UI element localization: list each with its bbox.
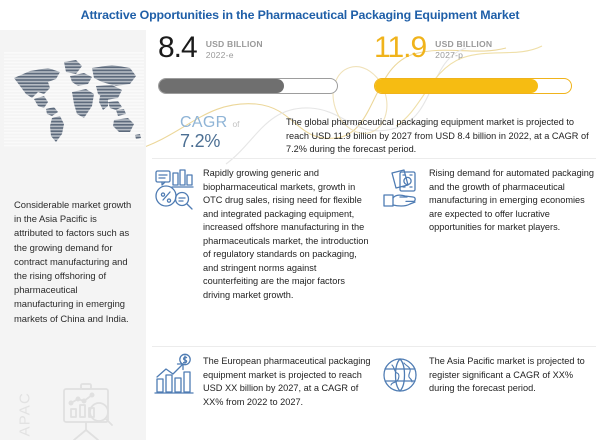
cagr-value: 7.2% (180, 131, 221, 151)
cagr-row: CAGR of 7.2% The global pharmaceutical p… (146, 114, 600, 162)
cagr-of-label: of (232, 119, 240, 129)
stat-unit-label-2022: USD BILLION (205, 39, 263, 49)
card-apac-market-text: The Asia Pacific market is projected to … (429, 356, 585, 393)
apac-region-label: APAC (16, 391, 34, 437)
stat-period-2027: 2027-p (435, 50, 464, 60)
page-title: Attractive Opportunities in the Pharmace… (80, 8, 520, 22)
progress-fill-2022 (159, 79, 284, 93)
cagr-top: CAGR of (180, 114, 286, 132)
stat-head-2022: 8.4 USD BILLION 2022-e (158, 30, 358, 78)
main-panel: 8.4 USD BILLION 2022-e 11.9 USD BILLION … (146, 30, 600, 440)
presentation-chart-magnifier-icon (50, 376, 122, 440)
card-apac-market: The Asia Pacific market is projected to … (378, 352, 596, 397)
stat-value-2027: 11.9 (374, 31, 427, 64)
card-europe-market-text: The European pharmaceutical packaging eq… (203, 356, 371, 407)
stat-period-2022: 2022-e (205, 50, 234, 60)
growth-barchart-dollar-icon (152, 353, 196, 397)
stat-value-2022: 8.4 (158, 31, 198, 64)
left-panel: Considerable market growth in the Asia P… (0, 30, 146, 440)
stat-block-2022: 8.4 USD BILLION 2022-e (158, 30, 358, 94)
page-title-bar: Attractive Opportunities in the Pharmace… (0, 0, 600, 30)
globe-icon (378, 353, 422, 397)
stat-block-2027: 11.9 USD BILLION 2027-p (374, 30, 590, 94)
apac-block: APAC (8, 370, 138, 440)
cagr-block: CAGR of 7.2% (180, 114, 286, 152)
card-opportunities: Rising demand for automated packaging an… (378, 166, 596, 235)
stat-unit-label-2027: USD BILLION (435, 39, 493, 49)
stat-head-2027: 11.9 USD BILLION 2027-p (374, 30, 590, 78)
card-europe-market: The European pharmaceutical packaging eq… (152, 352, 372, 409)
progress-track-2027 (374, 78, 572, 94)
cagr-label: CAGR (180, 114, 228, 131)
hand-holding-documents-icon (378, 167, 422, 211)
card-market-drivers: Rapidly growing generic and biopharmaceu… (152, 166, 372, 302)
document-barchart-percent-search-icon (152, 167, 196, 211)
cards-grid: Rapidly growing generic and biopharmaceu… (146, 158, 600, 440)
left-panel-paragraph: Considerable market growth in the Asia P… (14, 199, 132, 324)
world-map-icon (4, 52, 144, 148)
stats-row: 8.4 USD BILLION 2022-e 11.9 USD BILLION … (146, 30, 600, 110)
card-market-drivers-text: Rapidly growing generic and biopharmaceu… (203, 168, 369, 300)
stat-unit-2027: USD BILLION 2027-p (435, 32, 492, 60)
progress-track-2022 (158, 78, 338, 94)
stat-unit-2022: USD BILLION 2022-e (206, 32, 263, 60)
divider-middle (152, 346, 596, 347)
divider-top (152, 158, 596, 159)
market-summary-paragraph: The global pharmaceutical packaging equi… (286, 117, 589, 155)
progress-fill-2027 (375, 79, 538, 93)
card-opportunities-text: Rising demand for automated packaging an… (429, 168, 594, 232)
